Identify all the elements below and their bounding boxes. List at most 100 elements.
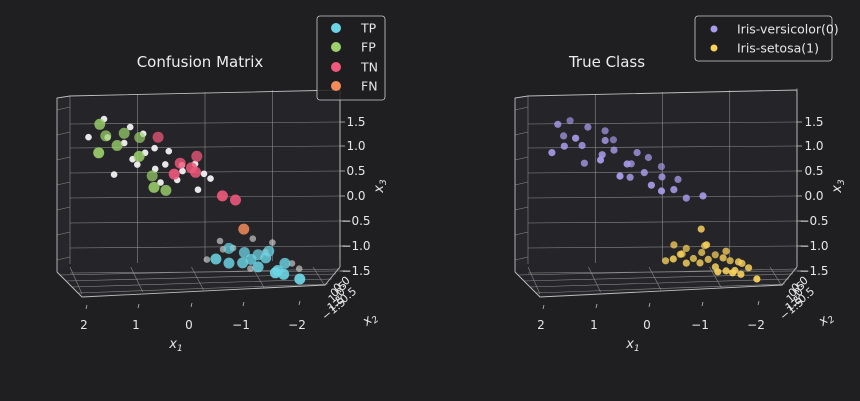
data-point [237, 257, 249, 269]
data-point-unlabeled [134, 161, 141, 168]
data-point [554, 120, 562, 128]
legend-marker [331, 62, 341, 72]
data-point-unlabeled [203, 256, 211, 263]
legend-marker [331, 23, 341, 33]
legend: Iris-versicolor(0) Iris-setosa(1) [694, 15, 839, 62]
data-point [682, 244, 690, 252]
y-gridline [56, 256, 71, 261]
axes-box-edge [514, 266, 798, 298]
floor-gridline [191, 266, 204, 291]
data-point [578, 141, 586, 150]
data-point-unlabeled [288, 260, 296, 267]
x-tick-mark [648, 302, 651, 308]
data-point [601, 127, 609, 135]
y-axis-label: x2 [359, 309, 381, 331]
y-axis-label-text: x2 [359, 309, 381, 331]
series-iris-setosa-1 [662, 225, 761, 283]
data-point [714, 268, 722, 276]
floor-gridline [130, 266, 144, 293]
z-axis-label: x3 [372, 179, 389, 194]
x-tick-mark [701, 301, 704, 307]
floor-gridline [769, 266, 783, 287]
y-gridline [56, 106, 71, 111]
data-point [572, 134, 580, 142]
chart-title: True Class [568, 53, 645, 71]
data-point [737, 270, 745, 278]
data-point [560, 132, 568, 140]
z-tick-label: 1.0 [804, 139, 823, 153]
x-tick-label: 1 [590, 318, 598, 332]
x-tick-mark [595, 303, 598, 309]
data-point [609, 136, 618, 144]
x-tick-label: 2 [80, 318, 88, 332]
y-gridline [56, 206, 71, 211]
series-tn [152, 131, 241, 206]
x-tick-mark [190, 302, 193, 308]
data-point [678, 250, 686, 258]
data-point [134, 132, 146, 143]
z-tick-label: 0.0 [804, 189, 823, 203]
legend-label: Iris-setosa(1) [737, 41, 819, 56]
z-tick-label: −1.5 [799, 264, 828, 278]
data-point [596, 156, 605, 164]
x-tick-label: 1 [132, 318, 140, 332]
legend-marker [710, 25, 718, 33]
chart-title: Confusion Matrix [137, 53, 264, 71]
data-point-unlabeled [110, 171, 118, 178]
floor-gridline [529, 278, 790, 288]
data-point-unlabeled [247, 265, 254, 272]
data-point [566, 117, 574, 125]
data-point [734, 258, 743, 266]
data-point [647, 181, 656, 189]
data-point [93, 147, 105, 159]
floor-gridline [523, 273, 794, 282]
legend-marker [331, 81, 341, 91]
data-point [269, 267, 281, 279]
left-pane [57, 96, 70, 272]
x-tick-mark [542, 304, 545, 310]
data-point [719, 254, 727, 262]
data-point [674, 175, 682, 183]
data-point [238, 247, 250, 258]
data-point-unlabeled [200, 170, 208, 178]
back-pane [515, 90, 797, 272]
z-tick-label: −1.0 [799, 239, 828, 253]
data-point [704, 255, 712, 263]
floor-gridline [588, 266, 601, 293]
legend: TP FP TN FN [316, 15, 386, 101]
data-point-unlabeled [269, 239, 276, 246]
data-point-unlabeled [120, 139, 128, 147]
y-axis-label-text: x2 [815, 309, 837, 331]
y-gridline [514, 231, 529, 236]
y-gridline [514, 206, 529, 211]
x-tick-label: 0 [643, 318, 651, 332]
data-point-unlabeled [151, 165, 159, 173]
data-point [702, 241, 711, 249]
data-point [627, 160, 635, 168]
floor-gridline [59, 268, 341, 276]
floor-pane [57, 267, 340, 297]
legend-marker [710, 44, 718, 52]
data-point [100, 130, 112, 142]
data-point-unlabeled [207, 175, 214, 182]
legend-marker [331, 42, 341, 52]
series-fn [238, 223, 250, 235]
data-point [722, 247, 730, 255]
data-points [85, 115, 306, 285]
y-gridline [514, 181, 529, 186]
y-axis-label: x2 [815, 309, 837, 331]
x-tick-label: −1 [691, 318, 709, 332]
data-point [190, 166, 202, 178]
data-point [682, 259, 690, 267]
data-point [616, 172, 624, 180]
legend-box [694, 15, 833, 62]
data-point [689, 254, 698, 263]
legend-label: FP [361, 40, 376, 55]
left-pane [515, 96, 528, 272]
data-point [711, 251, 719, 259]
legend-label: TN [360, 60, 378, 75]
data-point [252, 261, 264, 273]
data-point [230, 194, 241, 206]
y-gridline [514, 131, 529, 136]
data-point [657, 163, 666, 171]
